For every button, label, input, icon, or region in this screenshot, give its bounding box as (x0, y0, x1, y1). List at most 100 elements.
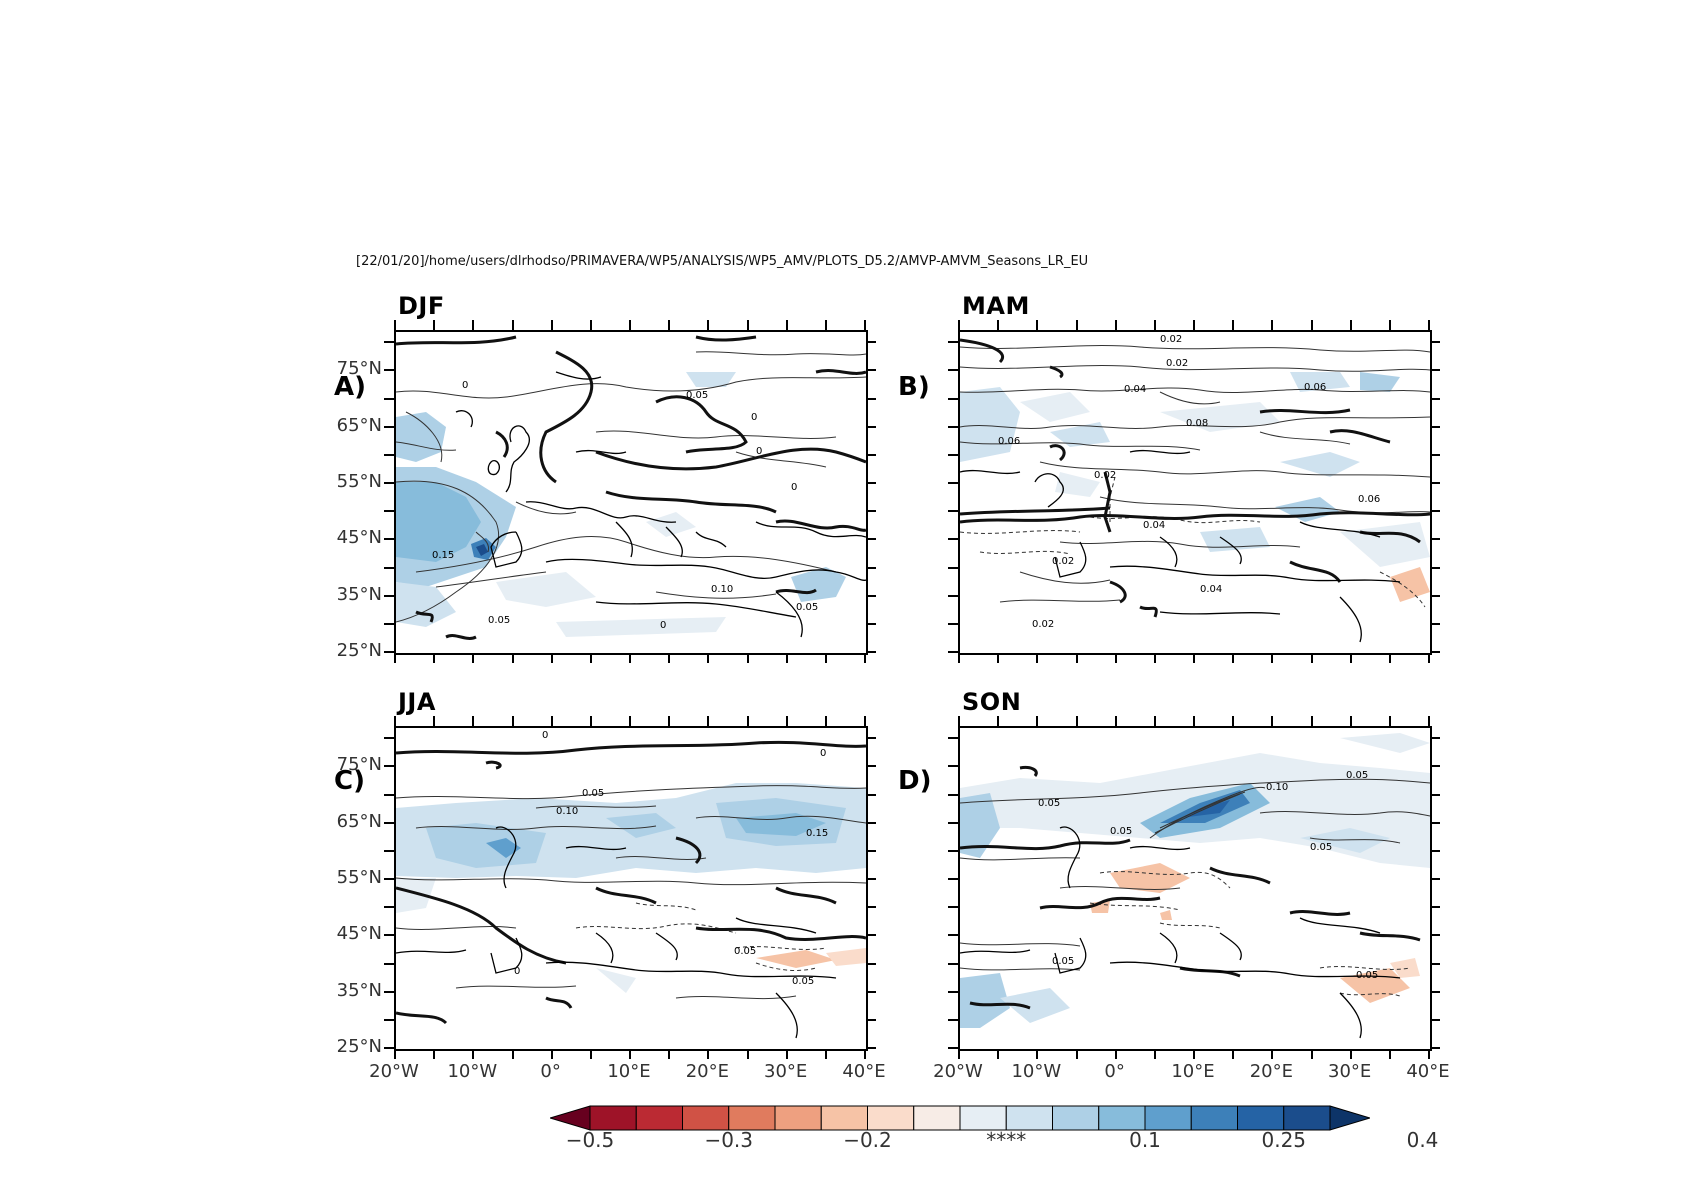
colorbar-box (1005, 1105, 1053, 1131)
lon-label: 30°E (1328, 1061, 1372, 1082)
lon-tick (1114, 716, 1117, 726)
lon-tick (629, 1049, 631, 1059)
lon-tick (433, 320, 436, 330)
lon-tick (394, 320, 396, 330)
lat-tick (1430, 538, 1440, 541)
lon-tick (958, 320, 960, 330)
lat-tick (384, 566, 394, 569)
lon-tick (1193, 320, 1195, 330)
colorbar-label: 0.4 (1406, 1128, 1439, 1152)
lat-tick (866, 651, 876, 653)
lat-tick (948, 566, 958, 569)
lat-tick (384, 594, 394, 597)
plot-path-header: [22/01/20]/home/users/dlrhodso/PRIMAVERA… (356, 254, 1089, 269)
lat-tick (948, 482, 958, 485)
lon-tick (1271, 320, 1274, 330)
lat-tick (866, 1047, 876, 1049)
contour-label: 0.15 (432, 550, 455, 561)
lat-tick (948, 510, 958, 513)
colorbar-label: −0.3 (704, 1128, 754, 1152)
lon-tick (746, 716, 749, 726)
contour-label: 0.02 (1094, 470, 1117, 481)
thick-contours (960, 338, 1430, 618)
lat-tick (948, 453, 958, 456)
map-panel-mam: MAM (898, 292, 1432, 655)
lat-tick (384, 538, 394, 541)
lat-tick (1430, 594, 1440, 597)
lon-tick (1153, 320, 1156, 330)
coastlines (960, 826, 1401, 1039)
contour-label: 0.06 (998, 436, 1021, 447)
lon-label: 10°W (447, 1061, 498, 1082)
colorbar-box (913, 1105, 961, 1131)
contour-label: 0.15 (806, 828, 829, 839)
lon-tick (958, 1049, 960, 1059)
lon-label: 40°E (842, 1061, 886, 1082)
lon-label: 20°W (369, 1061, 419, 1082)
contour-label: 0 (660, 620, 667, 631)
lon-tick (1388, 1049, 1391, 1059)
colorbar-label: **** (986, 1128, 1027, 1152)
lat-label: 75°N (336, 358, 382, 380)
lon-tick (958, 716, 960, 726)
lat-tick (866, 510, 876, 513)
lat-tick (1430, 878, 1440, 881)
thick-contours (396, 335, 866, 640)
lon-tick (1271, 716, 1274, 726)
coastlines (396, 826, 837, 1039)
coastlines (960, 449, 1401, 643)
contour-label: 0.02 (1166, 358, 1189, 369)
contour-label: 0.05 (488, 615, 511, 626)
lat-tick (948, 622, 958, 625)
lon-tick (433, 653, 436, 663)
colorbar (550, 1105, 1370, 1131)
lat-tick (866, 397, 876, 400)
lat-tick (866, 594, 876, 597)
lat-tick (948, 1047, 958, 1049)
lat-tick (866, 990, 876, 993)
season-title: SON (962, 688, 1022, 716)
lon-tick (785, 716, 788, 726)
colorbar-box (1190, 1105, 1238, 1131)
lat-tick (1430, 793, 1440, 796)
colorbar-label: −0.2 (843, 1128, 892, 1152)
lon-tick (864, 1049, 866, 1059)
lat-tick (1430, 1018, 1440, 1021)
son-anomaly-map (960, 733, 1430, 1039)
contour-label: 0.05 (792, 976, 815, 987)
lat-tick (384, 793, 394, 796)
lon-tick (433, 1049, 436, 1059)
lat-tick (948, 341, 958, 344)
panel-letter: D) (898, 766, 932, 796)
contour-label: 0 (514, 966, 521, 977)
lon-label: 30°E (764, 1061, 808, 1082)
colorbar-box (1098, 1105, 1146, 1131)
lat-tick (1430, 934, 1440, 937)
lon-tick (511, 1049, 514, 1059)
lon-tick (1388, 653, 1391, 663)
lon-tick (1310, 716, 1313, 726)
lon-tick (472, 320, 475, 330)
lat-tick (866, 482, 876, 485)
contour-label: 0.05 (1110, 826, 1133, 837)
lon-tick (864, 653, 866, 663)
lat-tick (866, 878, 876, 881)
lat-tick (1430, 510, 1440, 513)
colorbar-box (589, 1105, 637, 1131)
lat-tick (866, 849, 876, 852)
lon-tick (1036, 716, 1039, 726)
panel-letter: A) (334, 372, 367, 402)
lat-tick (384, 906, 394, 909)
lon-tick (1075, 320, 1078, 330)
lon-tick (824, 1049, 827, 1059)
lon-label: 20°E (1249, 1061, 1293, 1082)
lat-tick (948, 397, 958, 400)
thin-contours (396, 351, 866, 623)
lat-tick (384, 962, 394, 965)
lat-tick (866, 369, 876, 372)
lat-tick (866, 793, 876, 796)
lon-tick (472, 1049, 475, 1059)
lat-label: 45°N (336, 923, 382, 945)
contour-label: 0.02 (1052, 556, 1075, 567)
lat-tick (866, 566, 876, 569)
